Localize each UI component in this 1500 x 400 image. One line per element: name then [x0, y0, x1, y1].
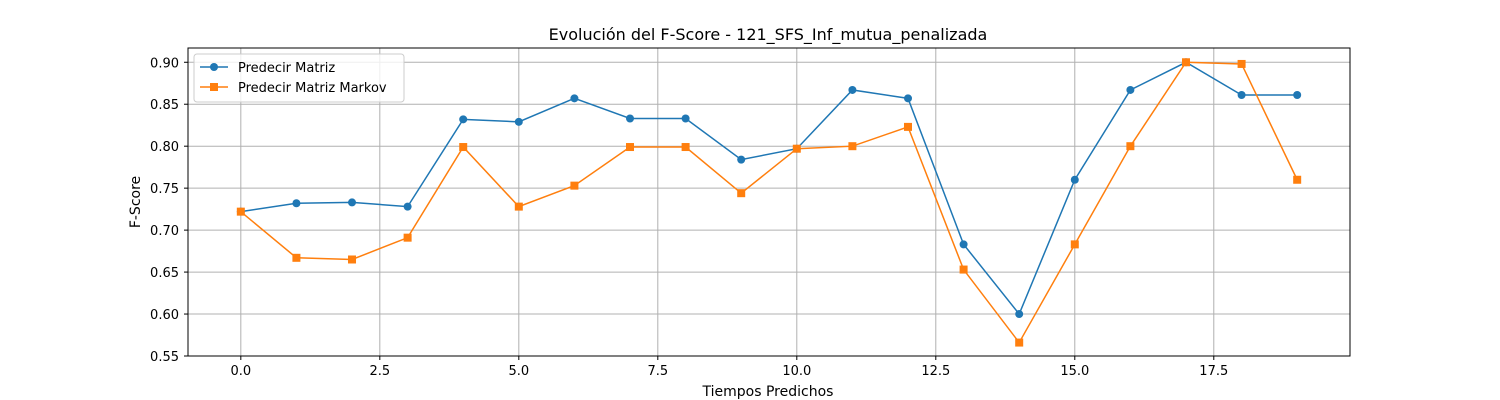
data-point — [903, 94, 912, 103]
legend-label-predecir-matriz: Predecir Matriz — [238, 61, 335, 76]
data-point — [459, 115, 468, 124]
y-tick-label: 0.65 — [150, 266, 179, 281]
data-point — [403, 233, 412, 242]
series-predecir-matriz-markov — [236, 58, 1302, 347]
legend-marker-predecir-matriz — [210, 63, 218, 71]
data-point — [292, 199, 301, 208]
y-axis-label: F-Score — [128, 176, 144, 228]
data-point — [403, 202, 412, 211]
data-point — [1015, 310, 1024, 319]
data-point — [1070, 240, 1079, 249]
data-point — [1237, 59, 1246, 68]
data-point — [848, 85, 857, 94]
data-point — [1293, 175, 1302, 184]
y-tick-label: 0.70 — [150, 224, 179, 239]
y-tick-label: 0.60 — [150, 308, 179, 323]
x-tick-label: 2.5 — [369, 364, 390, 379]
data-point — [570, 181, 579, 190]
x-axis-label: Tiempos Predichos — [702, 384, 834, 400]
data-point — [1181, 58, 1190, 67]
data-point — [1126, 142, 1135, 151]
data-point — [348, 255, 357, 264]
data-point — [792, 144, 801, 153]
chart-title: Evolución del F-Score - 121_SFS_Inf_mutu… — [549, 25, 988, 45]
series-line-predecir-matriz — [240, 61, 1298, 316]
y-tick-label: 0.75 — [150, 182, 179, 197]
data-point — [626, 143, 635, 152]
data-point — [570, 94, 579, 103]
x-tick-label: 7.5 — [647, 364, 668, 379]
x-tick-label: 10.0 — [782, 364, 811, 379]
data-point — [681, 114, 690, 123]
legend-label-predecir-matriz-markov: Predecir Matriz Markov — [238, 81, 387, 96]
y-axis-ticks: 0.55 0.60 0.65 0.70 0.75 0.80 0.85 0.90 — [150, 56, 188, 365]
x-tick-label: 15.0 — [1060, 364, 1089, 379]
data-point — [514, 117, 523, 126]
legend-marker-predecir-matriz-markov — [210, 83, 218, 91]
data-point — [1293, 90, 1302, 99]
data-point — [1126, 85, 1135, 94]
series-layer — [236, 58, 1302, 347]
plot-frame — [187, 47, 1351, 357]
data-point — [348, 198, 357, 207]
series-line-predecir-matriz-markov — [240, 61, 1298, 344]
data-point — [681, 143, 690, 152]
data-point — [626, 114, 635, 123]
y-tick-label: 0.55 — [150, 350, 179, 365]
data-point — [459, 143, 468, 152]
data-point — [903, 122, 912, 131]
legend: Predecir Matriz Predecir Matriz Markov — [193, 53, 405, 103]
data-point — [959, 240, 968, 249]
data-point — [514, 202, 523, 211]
data-point — [1237, 90, 1246, 99]
y-tick-label: 0.80 — [150, 140, 179, 155]
data-point — [848, 142, 857, 151]
data-point — [236, 207, 245, 216]
data-point — [292, 253, 301, 262]
data-point — [1015, 338, 1024, 347]
x-tick-label: 5.0 — [508, 364, 529, 379]
x-tick-label: 12.5 — [921, 364, 950, 379]
y-tick-label: 0.90 — [150, 56, 179, 71]
data-point — [1070, 175, 1079, 184]
data-point — [737, 189, 746, 198]
legend-box — [193, 53, 405, 103]
data-point — [737, 155, 746, 164]
x-tick-label: 17.5 — [1199, 364, 1228, 379]
x-axis-ticks: 0.0 2.5 5.0 7.5 10.0 12.5 15.0 17.5 — [230, 356, 1228, 379]
x-tick-label: 0.0 — [230, 364, 251, 379]
data-point — [959, 265, 968, 274]
y-tick-label: 0.85 — [150, 98, 179, 113]
